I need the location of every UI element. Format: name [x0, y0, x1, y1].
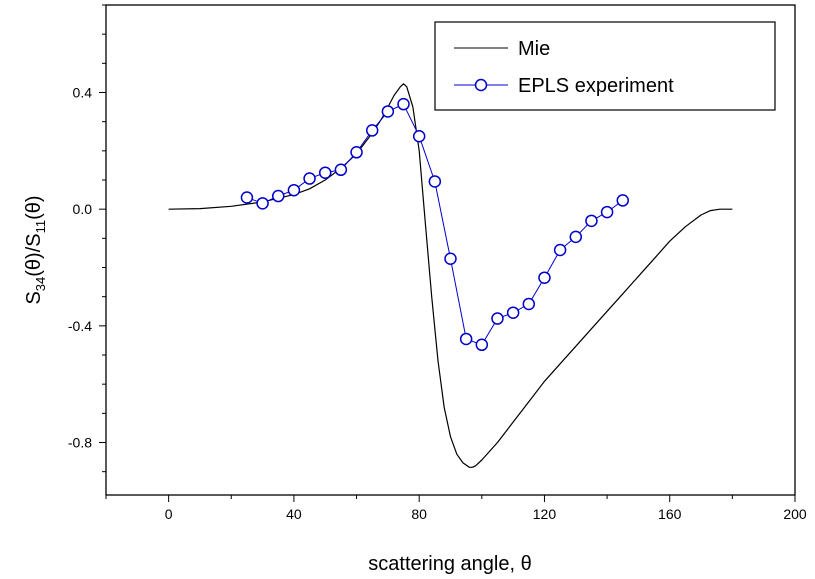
legend-label-mie: Mie [518, 38, 550, 60]
x-axis-label: scattering angle, θ [368, 553, 531, 575]
legend-marker-epls [474, 78, 488, 92]
data-point [569, 230, 583, 244]
y-tick-label: -0.4 [68, 318, 92, 334]
data-point [459, 332, 473, 346]
data-point [444, 252, 457, 265]
x-tick-label: 40 [286, 506, 302, 522]
series-layer [168, 83, 733, 468]
data-point [381, 105, 395, 118]
data-point [287, 183, 301, 197]
data-point [491, 312, 504, 325]
y-axis-label: S34(θ)/S11(θ) [23, 195, 48, 304]
data-point [506, 306, 520, 319]
x-tick-label: 200 [783, 506, 807, 522]
data-point [428, 175, 442, 188]
data-point [272, 189, 285, 203]
y-tick-label: 0.0 [73, 201, 93, 217]
ticks-layer: 0 40 80 120 160 200 0.4 0.0 -0.4 -0.8 [68, 4, 807, 522]
data-point [240, 191, 254, 204]
y-tick-label: -0.8 [68, 435, 92, 451]
data-point [522, 297, 536, 311]
data-point [475, 338, 489, 352]
data-point [553, 243, 567, 257]
x-tick-label: 160 [658, 506, 682, 522]
series-line-1 [246, 103, 624, 346]
data-point [585, 214, 598, 228]
legend-label-epls: EPLS experiment [518, 75, 674, 97]
plot-frame [105, 4, 796, 496]
data-point [397, 97, 410, 111]
data-point [538, 271, 551, 284]
x-tick-label: 0 [165, 506, 173, 522]
data-point [412, 130, 426, 143]
data-point [318, 166, 332, 179]
y-tick-label: 0.4 [73, 85, 93, 101]
x-tick-label: 80 [411, 506, 427, 522]
data-point [303, 172, 316, 185]
data-point [600, 205, 614, 219]
data-point [365, 124, 379, 137]
data-point [334, 163, 348, 177]
data-point [616, 194, 629, 207]
legend-box [434, 21, 776, 111]
data-point [256, 197, 269, 210]
legend: Mie EPLS experiment [434, 21, 776, 111]
x-tick-label: 120 [533, 506, 557, 522]
series-line-0 [168, 83, 733, 468]
data-point [350, 146, 363, 159]
